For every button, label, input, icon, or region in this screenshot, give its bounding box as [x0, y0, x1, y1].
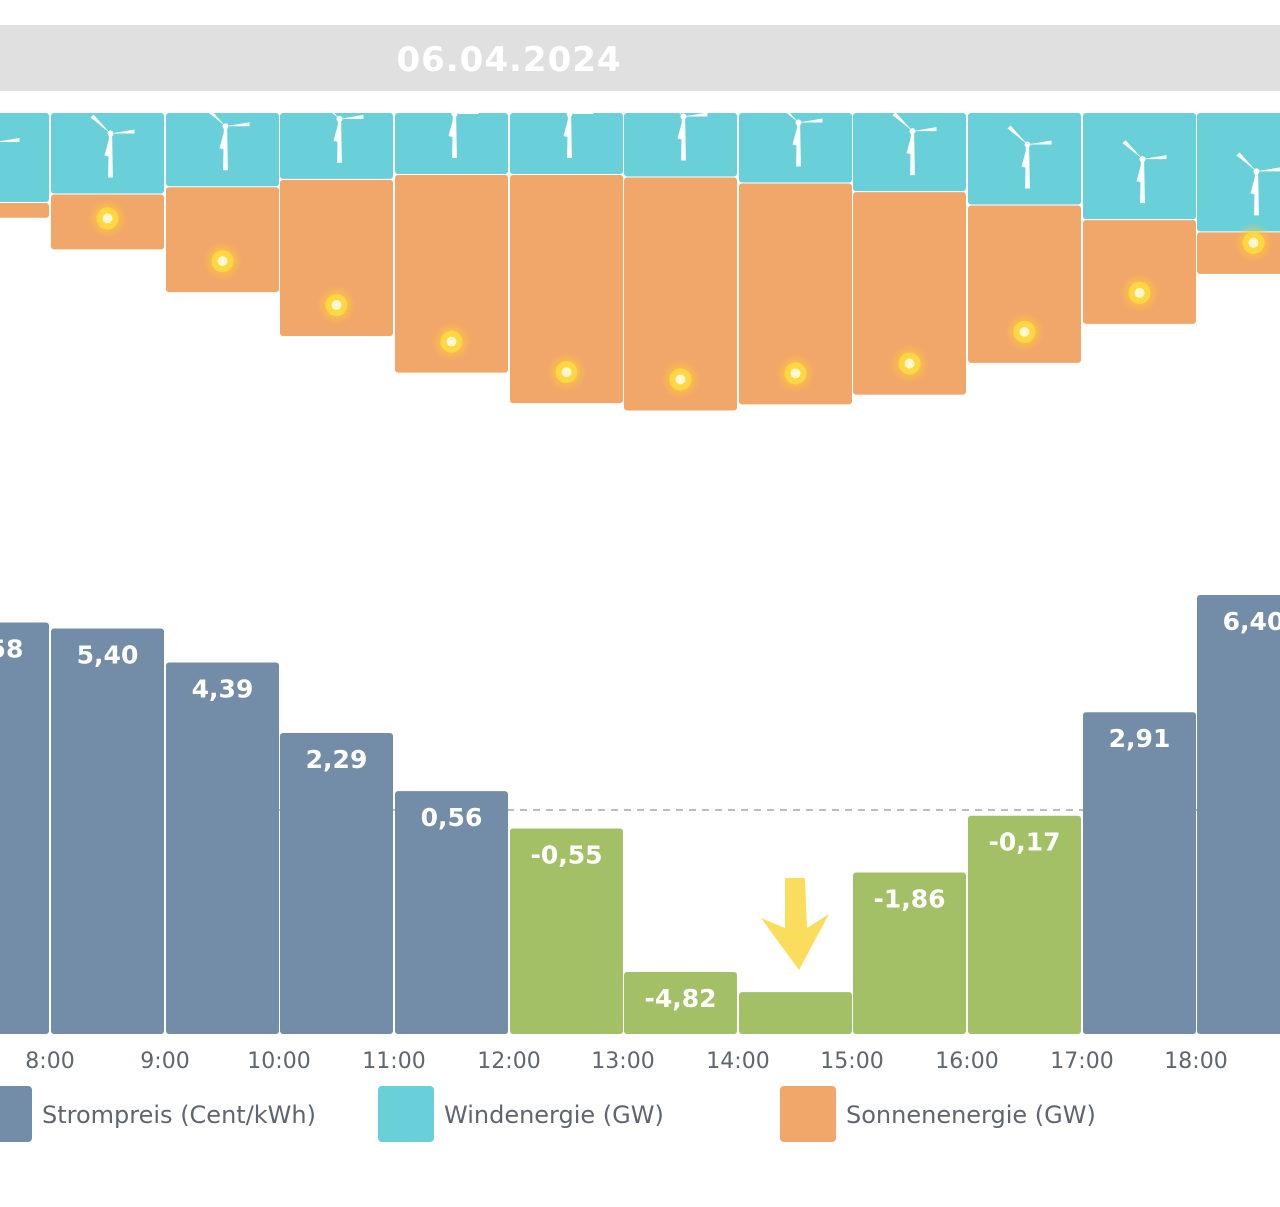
sun-icon-0900 [202, 241, 243, 282]
wind-turbine-icon-1500 [892, 112, 937, 176]
price-bar-1600 [968, 815, 1081, 1034]
price-label-1800: 6,40 [1223, 607, 1280, 636]
x-tick-1300: 13:00 [591, 1049, 654, 1074]
price-label-0900: 4,39 [192, 674, 254, 703]
price-bar-1700 [1083, 712, 1196, 1034]
wind-turbine-icon-1400 [778, 103, 823, 167]
price-label-0700: 5,58 [0, 635, 23, 664]
wind-bar-1300 [624, 113, 737, 177]
wind-bar-1700 [1083, 113, 1196, 220]
solar-bar-1400 [739, 183, 852, 405]
x-tick-1000: 10:00 [247, 1049, 310, 1074]
x-tick-900: 9:00 [140, 1049, 189, 1074]
sun-icon-1400 [775, 353, 816, 394]
price-label-1600: -0,17 [988, 828, 1060, 857]
solar-bar-1500 [853, 192, 966, 395]
wind-turbine-icon-1300 [663, 97, 708, 161]
wind-turbine-icon-1700 [1122, 140, 1167, 204]
solar-bar-0900 [166, 187, 279, 293]
x-tick-1600: 16:00 [935, 1049, 998, 1074]
price-bar-1200 [510, 828, 623, 1034]
solar-bar-1600 [968, 205, 1081, 363]
x-tick-1700: 17:00 [1050, 1049, 1113, 1074]
x-tick-1800: 18:00 [1164, 1049, 1227, 1074]
sun-icon-1800 [1233, 222, 1274, 263]
sun-icon-1300 [660, 359, 701, 400]
solar-bar-1000 [280, 179, 393, 337]
price-bar-1100 [395, 791, 508, 1034]
sun-icon-1000 [316, 285, 357, 326]
wind-turbine-icon-1800 [1236, 152, 1280, 216]
price-label-1100: 0,56 [421, 803, 483, 832]
legend-label-windenergie: Windenergie (GW) [444, 1101, 664, 1129]
legend-swatch-windenergie [378, 1086, 434, 1142]
wind-turbine-icon-0800 [90, 114, 135, 178]
wind-bar-0900 [166, 113, 279, 187]
sun-icon-1100 [431, 321, 472, 362]
sun-icon-1500 [889, 343, 930, 384]
price-label-1300: -4,82 [644, 984, 716, 1013]
sun-icon-1600 [1004, 311, 1045, 352]
price-bar-1000 [280, 733, 393, 1034]
chart-title-date: 06.04.2024 [396, 40, 622, 80]
sun-icon-1700 [1119, 272, 1160, 313]
wind-bar-1400 [739, 113, 852, 183]
wind-bar-1000 [280, 113, 393, 179]
price-bar-1800 [1197, 594, 1280, 1034]
solar-bar-0700 [0, 203, 49, 218]
solar-bar-1100 [395, 175, 508, 373]
price-label-1000: 2,29 [306, 745, 368, 774]
solar-bar-1300 [624, 177, 737, 411]
price-label-1500: -1,86 [873, 884, 945, 913]
legend-label-strompreis: Strompreis (Cent/kWh) [42, 1101, 316, 1129]
price-bar-1300 [624, 971, 737, 1034]
wind-turbine-icon-0900 [205, 107, 250, 171]
x-tick-1400: 14:00 [706, 1049, 769, 1074]
price-label-1200: -0,55 [530, 840, 602, 869]
wind-bar-1200 [510, 113, 623, 174]
wind-bar-1800 [1197, 113, 1280, 232]
price-bar-1500 [853, 872, 966, 1034]
solar-bar-1200 [510, 175, 623, 404]
price-bar-0800 [51, 628, 164, 1034]
wind-turbine-icon-1200 [549, 95, 594, 158]
sun-icon-0800 [87, 198, 128, 239]
wind-turbine-icon-0700 [0, 138, 20, 143]
wind-turbine-icon-1100 [434, 95, 479, 158]
price-bar-1400 [739, 992, 852, 1034]
wind-bar-0700 [0, 113, 49, 203]
legend-swatch-sonnenenergie [780, 1086, 836, 1142]
arrow-down-icon [761, 878, 829, 970]
x-tick-800: 8:00 [25, 1049, 74, 1074]
price-label-1700: 2,91 [1109, 724, 1171, 753]
solar-bar-1700 [1083, 220, 1196, 324]
price-label-0800: 5,40 [77, 641, 139, 670]
legend-swatch-strompreis [0, 1086, 32, 1142]
price-bar-0900 [166, 662, 279, 1034]
date-banner: 06.04.2024 [0, 25, 1280, 91]
price-bar-0700 [0, 622, 49, 1034]
x-tick-1100: 11:00 [362, 1049, 425, 1074]
wind-turbine-icon-1000 [319, 99, 364, 163]
x-tick-1200: 12:00 [477, 1049, 540, 1074]
legend-label-sonnenenergie: Sonnenenergie (GW) [846, 1101, 1096, 1129]
wind-bar-1100 [395, 113, 508, 174]
wind-turbine-icon-1600 [1007, 125, 1052, 189]
x-tick-1500: 15:00 [820, 1049, 883, 1074]
sun-icon-1200 [546, 352, 587, 393]
